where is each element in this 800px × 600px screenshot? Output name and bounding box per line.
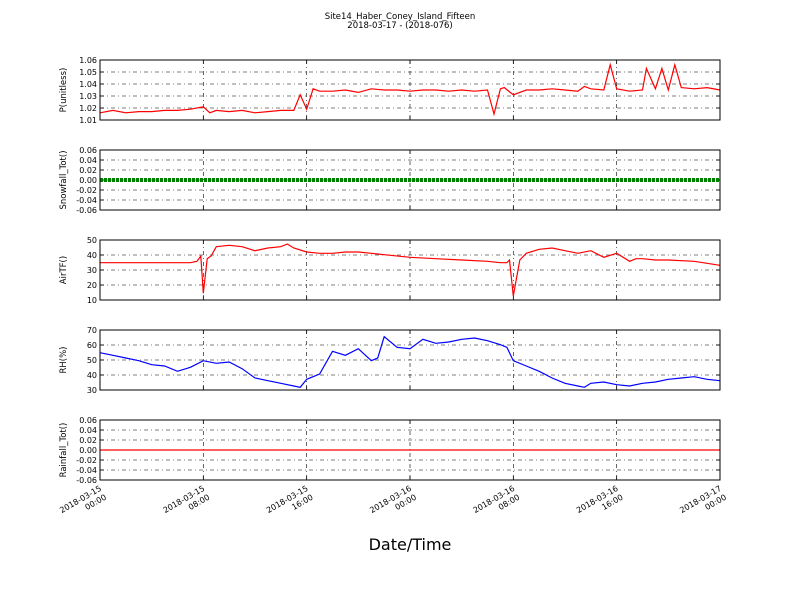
panel-frame [99, 59, 721, 121]
y-tick-label: 50 [87, 356, 97, 365]
y-tick-label: 0.00 [79, 176, 97, 185]
y-tick-label: 0.06 [79, 416, 97, 425]
y-tick-label: 1.01 [79, 116, 97, 125]
series-line-4 [99, 335, 721, 388]
panel-3: 10 20 30 40 50 AirTF() [59, 236, 721, 305]
chart-title: Site14_Haber_Coney_Island_Fifteen [325, 12, 476, 22]
chart-subtitle: 2018-03-17 - (2018-076) [347, 21, 452, 31]
y-axis-label: Rainfall_Tot() [59, 423, 69, 478]
y-tick-label: 30 [87, 266, 97, 275]
y-tick-label: 0.00 [79, 446, 97, 455]
y-tick-label: 1.03 [79, 92, 97, 101]
y-tick-label: -0.06 [76, 206, 97, 215]
y-tick-label: 40 [87, 371, 97, 380]
x-axis-label: Date/Time [369, 535, 452, 554]
y-tick-label: 10 [87, 296, 97, 305]
panel-1: 1.01 1.02 1.03 1.04 1.05 1.06 P(unitless) [59, 56, 721, 125]
y-tick-label: 1.02 [79, 104, 97, 113]
panel-frame [99, 419, 721, 481]
panel-frame [99, 329, 721, 391]
x-tick-label: 2018-03-1608:00 [472, 484, 522, 524]
x-tick-label: 2018-03-1700:00 [678, 484, 728, 524]
y-tick-label: -0.04 [76, 196, 97, 205]
y-tick-label: 0.02 [79, 166, 97, 175]
y-tick-label: -0.06 [76, 476, 97, 485]
y-tick-label: 20 [87, 281, 97, 290]
y-axis-label: RH(%) [59, 346, 69, 373]
y-tick-label: -0.02 [76, 186, 97, 195]
y-axis-label: P(unitless) [59, 68, 69, 113]
x-tick-label: 2018-03-1500:00 [58, 484, 108, 524]
series-line-1 [99, 62, 721, 117]
y-axis-label: AirTF() [59, 256, 69, 284]
panel-2: -0.06-0.04-0.020.000.020.040.06 Snowfall_… [59, 146, 721, 215]
y-axis-label: Snowfall_Tot() [59, 150, 69, 209]
y-tick-label: 30 [87, 386, 97, 395]
panel-5: -0.06-0.04-0.020.000.020.040.06 Rainfall_… [59, 416, 721, 485]
y-tick-label: 1.04 [79, 80, 97, 89]
x-tick-label: 2018-03-1600:00 [368, 484, 418, 524]
panel-frame [99, 239, 721, 301]
y-tick-label: 1.06 [79, 56, 97, 65]
y-tick-label: 40 [87, 251, 97, 260]
y-tick-label: 60 [87, 341, 97, 350]
y-tick-label: -0.02 [76, 456, 97, 465]
y-tick-label: 0.02 [79, 436, 97, 445]
x-axis-ticks: 2018-03-1500:00 2018-03-1508:00 2018-03-15… [58, 484, 728, 524]
x-tick-label: 2018-03-1516:00 [265, 484, 315, 524]
chart-panels: 1.01 1.02 1.03 1.04 1.05 1.06 P(unitless) -0.06… [59, 56, 721, 485]
x-tick-label: 2018-03-1508:00 [162, 484, 212, 524]
series-line-3 [100, 243, 721, 297]
panel-4: 30 40 50 60 70 RH(%) [59, 326, 721, 395]
y-tick-label: 0.06 [79, 146, 97, 155]
panel-frame [99, 149, 721, 211]
y-tick-label: 50 [87, 236, 97, 245]
y-tick-label: 0.04 [79, 156, 97, 165]
y-tick-label: 0.04 [79, 426, 97, 435]
y-tick-label: 70 [87, 326, 97, 335]
y-tick-label: -0.04 [76, 466, 97, 475]
x-tick-label: 2018-03-1616:00 [575, 484, 625, 524]
y-tick-label: 1.05 [79, 68, 97, 77]
